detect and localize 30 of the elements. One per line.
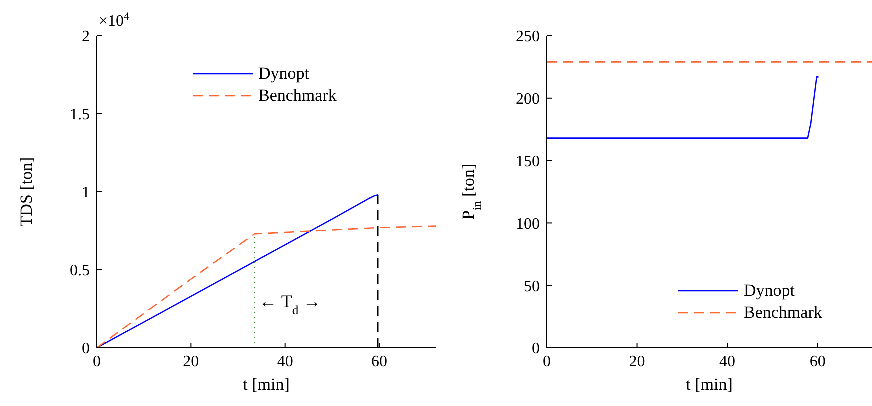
y-tick-label: 100 [516, 216, 540, 233]
y-tick-label: 2 [82, 28, 90, 46]
x-tick-label: 40 [277, 353, 294, 370]
legend-label: Benchmark [258, 85, 337, 107]
legend-label: Dynopt [258, 63, 310, 85]
legend-label: Dynopt [744, 280, 795, 302]
x-tick-label: 0 [543, 353, 551, 370]
x-tick-label: 60 [810, 353, 826, 370]
x-tick-label: 0 [93, 353, 101, 370]
y-tick-label: 50 [524, 278, 540, 296]
x-axis-title: t [min] [243, 375, 290, 394]
x-tick-label: 40 [720, 353, 736, 370]
x-tick-label: 60 [372, 353, 388, 370]
x-tick-label: 20 [183, 353, 200, 370]
text: ×10$^{4}$ [99, 11, 130, 30]
y-tick-label: 1.5 [70, 106, 90, 124]
line-series [97, 194, 379, 348]
y-axis-title: TDS [ton] [17, 157, 36, 227]
y-tick-label: 0.5 [70, 262, 90, 280]
y-tick-label: 0 [82, 340, 90, 358]
y-tick-label: 250 [516, 28, 540, 46]
y-tick-label: 0 [532, 340, 540, 358]
x-tick-label: 20 [629, 353, 646, 370]
x-axis-title: t [min] [686, 375, 733, 394]
y-tick-label: 1 [82, 184, 90, 202]
annotation: ← T$_{d}$ → [259, 291, 322, 318]
y-tick-label: 150 [516, 153, 540, 170]
legend-label: Benchmark [744, 302, 822, 324]
y-tick-label: 200 [516, 91, 540, 108]
line-series [547, 76, 820, 139]
